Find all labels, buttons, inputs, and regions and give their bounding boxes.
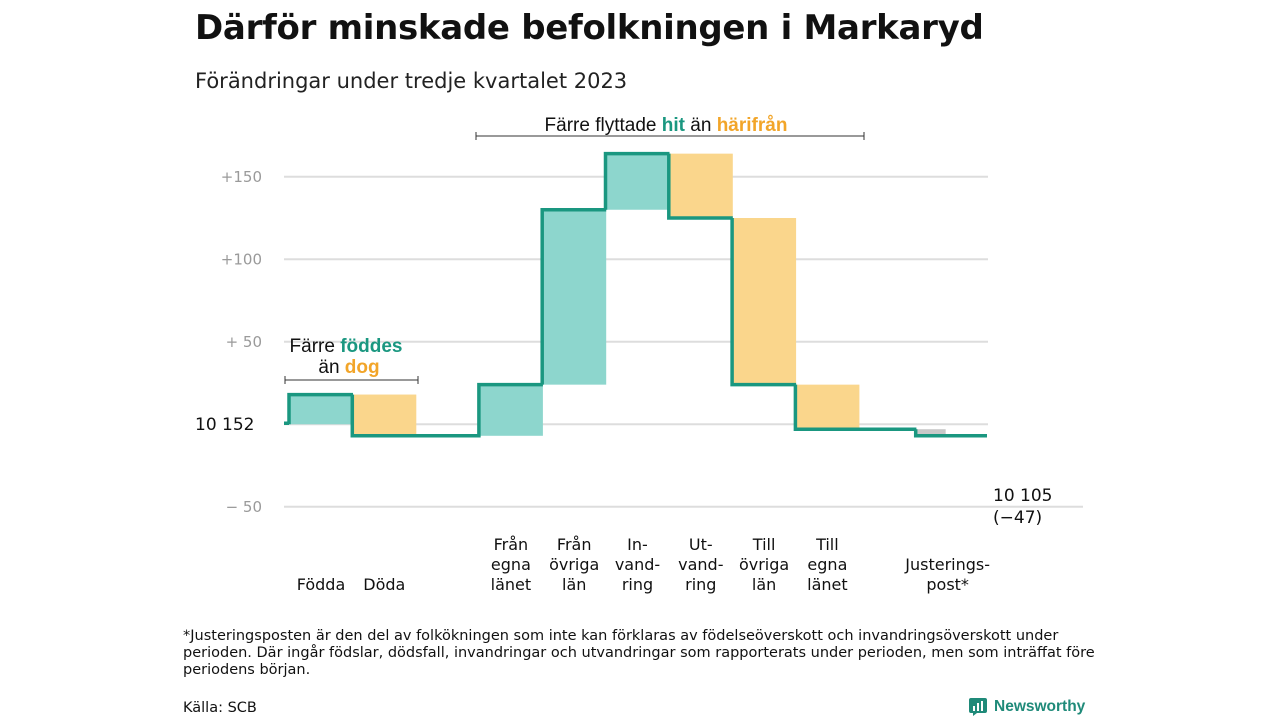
bar-5 (668, 153, 733, 218)
x-category-label: In- (627, 535, 648, 554)
x-category-label: Från (494, 535, 529, 554)
x-category-label: Födda (297, 575, 346, 594)
births-annotation-line2: än dog (318, 357, 379, 378)
x-category-label: Döda (363, 575, 405, 594)
x-category-label: övriga (739, 555, 789, 574)
start-value-label: 10 152 (195, 415, 254, 435)
bar-4 (605, 153, 670, 210)
bar-3 (542, 209, 607, 385)
chart-subtitle: Förändringar under tredje kvartalet 2023 (195, 69, 628, 93)
x-category-label: post* (926, 575, 969, 594)
x-category-label: ring (622, 575, 653, 594)
cumulative-step-line (284, 151, 987, 438)
bar-0 (289, 394, 353, 425)
moves-annotation: Färre flyttade hit än härifrån (545, 115, 788, 136)
x-category-label: länet (491, 575, 532, 594)
x-category-label: egna (807, 555, 847, 574)
bar-8 (915, 429, 946, 436)
x-category-label: övriga (549, 555, 599, 574)
x-category-label: Till (815, 535, 839, 554)
x-category-label: län (562, 575, 586, 594)
bars (289, 153, 946, 436)
brand-logo: Newsworthy (968, 697, 1085, 717)
waterfall-chart: +150+100+ 50− 50 Födda DödaFrånegnalänetF… (195, 115, 1083, 594)
brand-name: Newsworthy (994, 698, 1086, 715)
footnote: *Justeringsposten är den del av folkökni… (183, 628, 1095, 678)
x-category-label: länet (807, 575, 848, 594)
y-tick-label: +100 (221, 250, 262, 268)
x-category-label: egna (491, 555, 531, 574)
bar-7 (795, 384, 860, 430)
births-annotation-line1: Färre föddes (290, 336, 403, 357)
x-axis-labels: Födda DödaFrånegnalänetFrånövrigalänIn-va… (297, 535, 990, 594)
y-tick-label: +150 (221, 168, 262, 186)
moves-bracket (475, 132, 865, 140)
bar-6 (732, 218, 797, 385)
x-category-label: Justerings- (904, 555, 990, 574)
births-bracket (284, 376, 419, 384)
x-category-label: Från (557, 535, 592, 554)
x-category-label: län (752, 575, 776, 594)
x-category-label: vand- (678, 555, 723, 574)
bar-2 (478, 384, 543, 436)
x-category-label: Ut- (689, 535, 713, 554)
y-tick-label: − 50 (226, 498, 262, 516)
end-value-label: 10 105 (993, 486, 1052, 506)
x-category-label: vand- (615, 555, 660, 574)
chart-title: Därför minskade befolkningen i Markaryd (195, 8, 984, 48)
y-axis: +150 +100 + 50 − 50 (221, 168, 262, 516)
x-category-label: Till (752, 535, 776, 554)
bar-1 (352, 394, 417, 436)
source-label: Källa: SCB (183, 700, 257, 716)
x-category-label: ring (685, 575, 716, 594)
end-change-label: (−47) (993, 508, 1042, 528)
step-line (284, 151, 987, 438)
bar-chart-icon (968, 697, 988, 717)
gridlines (284, 175, 1083, 508)
y-tick-label: + 50 (226, 333, 262, 351)
